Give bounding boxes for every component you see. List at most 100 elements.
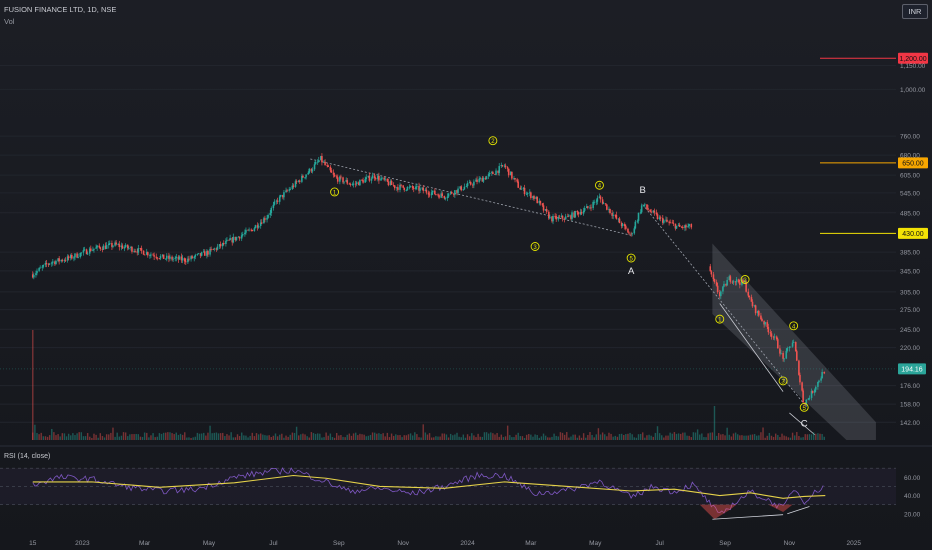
volume-bar (711, 432, 714, 440)
candle-body (80, 252, 83, 254)
candle-body (602, 203, 605, 205)
volume-bar (756, 435, 758, 440)
candle-body (411, 186, 414, 189)
candle-body (492, 172, 494, 175)
candle-body (478, 178, 480, 182)
candle-body (751, 301, 754, 307)
candle-body (799, 374, 801, 383)
candle-body (548, 211, 550, 219)
candle-body (796, 351, 798, 361)
candle-body (93, 248, 95, 250)
volume-bar (661, 435, 663, 440)
volume-bar (758, 435, 760, 440)
candle-body (542, 205, 545, 211)
time-tick-label: Jul (269, 540, 278, 547)
candle-body (529, 192, 531, 194)
candle-body (44, 263, 47, 265)
volume-bar (133, 434, 135, 440)
candle-body (140, 248, 143, 251)
volume-bar (800, 437, 802, 440)
candle-body (615, 214, 618, 219)
volume-bar (401, 437, 403, 440)
candle-body (86, 253, 89, 255)
candle-body (750, 297, 753, 302)
time-tick-label: 15 (29, 540, 37, 547)
volume-bar (656, 426, 659, 440)
volume-bar (112, 427, 114, 440)
candle-body (292, 185, 295, 187)
wave-label-circle (530, 242, 540, 251)
candle-body (808, 397, 811, 399)
candle-body (650, 211, 652, 213)
candle-body (412, 188, 415, 190)
candle-body (199, 253, 202, 256)
volume-bar (255, 433, 258, 440)
candle-body (180, 256, 183, 261)
wave-label-circle (789, 321, 799, 331)
candle-body (54, 261, 56, 265)
candle-body (263, 218, 265, 224)
volume-bar (675, 433, 678, 440)
volume-bar (390, 433, 393, 440)
candle-body (631, 233, 633, 235)
candle-body (130, 247, 132, 249)
volume-bar (663, 437, 665, 440)
candle-body (506, 167, 509, 169)
volume-bar (127, 436, 129, 440)
candle-body (644, 204, 646, 206)
volume-bar (319, 433, 321, 440)
time-axis: 15 2023 Mar May Jul Sep Nov 2024 Mar May Jul Sep Nov… (29, 540, 861, 547)
candle-body (109, 242, 111, 244)
candle-body (810, 391, 813, 398)
candle-body (123, 247, 126, 249)
candle-body (342, 177, 344, 183)
volume-bar (74, 435, 76, 440)
candle-body (567, 216, 569, 218)
candle-body (684, 225, 686, 229)
volume-bar (354, 432, 357, 440)
volume-bar (209, 425, 211, 440)
candle-body (203, 251, 206, 256)
trendline-lower-1 (719, 303, 784, 392)
currency-selector[interactable]: INR (902, 4, 928, 19)
wave-label: 1 (333, 190, 337, 196)
candle-body (313, 164, 316, 170)
candle-body (270, 208, 273, 213)
volume-bar (709, 432, 711, 440)
candle-body (494, 174, 496, 175)
candle-body (652, 210, 655, 213)
candle-body (90, 248, 92, 251)
candle-body (533, 196, 535, 199)
candle-body (574, 211, 576, 218)
volume-bar (437, 436, 439, 440)
volume-bar (105, 434, 108, 440)
candle-body (612, 214, 614, 216)
candle-body (674, 223, 677, 229)
candle-body (283, 192, 285, 198)
candle-body (739, 282, 741, 285)
volume-bar (403, 435, 405, 440)
candle-body (291, 185, 294, 189)
candle-body (402, 185, 404, 188)
channel-fill (712, 243, 876, 440)
volume-bar (623, 435, 625, 440)
candle-body (419, 188, 421, 191)
candle-body (628, 232, 630, 234)
candle-body (82, 250, 85, 253)
volume-bar (57, 434, 59, 440)
candle-body (633, 228, 636, 234)
candle-body (58, 258, 60, 262)
candle-body (76, 253, 78, 258)
volume-bar (433, 437, 435, 440)
volume-bar (821, 434, 823, 440)
volume-bar (591, 434, 593, 440)
volume-bar (549, 437, 551, 440)
volume-bar (627, 433, 629, 440)
candle-body (361, 179, 363, 181)
volume-bar (327, 435, 329, 440)
candle-body (449, 192, 452, 194)
candle-body (259, 222, 262, 227)
wave-label-circle (330, 187, 340, 197)
candle-body (596, 197, 599, 202)
